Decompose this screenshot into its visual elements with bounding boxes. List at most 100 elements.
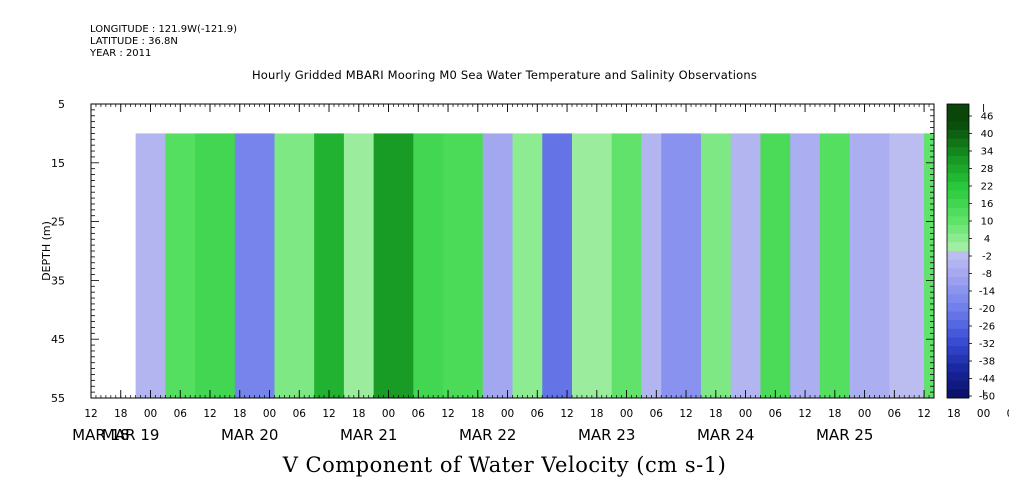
latitude-label: LATITUDE : 36.8N xyxy=(90,36,178,47)
heatmap-band xyxy=(274,133,315,398)
colorbar-segment xyxy=(947,259,969,269)
chart-title: Hourly Gridded MBARI Mooring M0 Sea Wate… xyxy=(251,68,758,82)
colorbar-segment xyxy=(947,346,969,356)
colorbar-segment xyxy=(947,302,969,312)
colorbar-segment xyxy=(947,147,969,157)
x-tick-label: 00 xyxy=(858,408,871,420)
colorbar-segment xyxy=(947,129,969,139)
heatmap-band xyxy=(413,133,444,398)
colorbar-label: 4 xyxy=(984,234,990,245)
colorbar-segment xyxy=(947,294,969,304)
colorbar-label: -8 xyxy=(982,269,992,280)
colorbar-segment xyxy=(947,328,969,338)
x-tick-label: 00 xyxy=(977,408,990,420)
x-tick-label: 12 xyxy=(798,408,811,420)
colorbar-label: 40 xyxy=(981,129,994,140)
colorbar-label: -32 xyxy=(979,339,995,350)
x-tick-label: 06 xyxy=(769,408,783,420)
heatmap-band xyxy=(611,133,642,398)
colorbar-label: -14 xyxy=(979,287,995,298)
x-tick-label: 12 xyxy=(560,408,573,420)
x-tick-label: 18 xyxy=(233,408,246,420)
heatmap-band xyxy=(889,133,925,398)
colorbar-label: -2 xyxy=(982,252,992,263)
colorbar-segment xyxy=(947,389,969,399)
x-tick-label: 06 xyxy=(174,408,188,420)
colorbar-segment xyxy=(947,251,969,261)
y-axis-label: DEPTH (m) xyxy=(40,221,53,281)
colorbar-segment xyxy=(947,121,969,131)
colorbar-segment xyxy=(947,225,969,235)
colorbar-segment xyxy=(947,216,969,226)
x-day-label: MAR 23 xyxy=(578,426,635,444)
colorbar-segment xyxy=(947,190,969,200)
x-tick-label: 12 xyxy=(441,408,454,420)
colorbar-segment xyxy=(947,173,969,183)
x-tick-label: 00 xyxy=(263,408,276,420)
x-tick-label: 12 xyxy=(322,408,335,420)
colorbar-label: 34 xyxy=(981,147,994,158)
x-tick-label: 06 xyxy=(412,408,426,420)
colorbar-segment xyxy=(947,164,969,174)
x-tick-label: 18 xyxy=(590,408,603,420)
colorbar-segment xyxy=(947,285,969,295)
heatmap-band xyxy=(572,133,613,398)
colorbar-segment xyxy=(947,233,969,243)
x-tick-label: 12 xyxy=(84,408,97,420)
x-tick-label: 00 xyxy=(382,408,395,420)
x-tick-label: 00 xyxy=(501,408,514,420)
x-tick-label: 12 xyxy=(917,408,930,420)
colorbar-segment xyxy=(947,138,969,148)
colorbar-label: -20 xyxy=(979,304,995,315)
x-tick-label: 00 xyxy=(620,408,633,420)
y-tick-label: 55 xyxy=(51,392,65,405)
x-tick-label: 18 xyxy=(947,408,960,420)
x-day-label: MAR 20 xyxy=(221,426,278,444)
x-tick-label: 06 xyxy=(293,408,307,420)
x-tick-label: 12 xyxy=(203,408,216,420)
x-day-label: MAR 24 xyxy=(697,426,754,444)
colorbar-segment xyxy=(947,268,969,278)
colorbar-segment xyxy=(947,242,969,252)
colorbar-label: -26 xyxy=(979,322,995,333)
colorbar-segment xyxy=(947,372,969,382)
heatmap-band xyxy=(234,133,275,398)
y-tick-label: 35 xyxy=(51,274,65,287)
heatmap-band xyxy=(924,133,935,398)
y-tick-label: 5 xyxy=(58,98,65,111)
x-day-label: MAR 18 xyxy=(72,426,129,444)
x-tick-label: 18 xyxy=(709,408,722,420)
y-tick-label: 15 xyxy=(51,157,65,170)
colorbar-segment xyxy=(947,380,969,390)
colorbar-label: -44 xyxy=(979,374,995,385)
colorbar-segment xyxy=(947,337,969,347)
x-day-label: MAR 21 xyxy=(340,426,397,444)
x-tick-label: 18 xyxy=(471,408,484,420)
heatmap-band xyxy=(343,133,375,398)
colorbar-label: 28 xyxy=(981,164,994,175)
x-day-label: MAR 25 xyxy=(816,426,873,444)
colorbar-segment xyxy=(947,311,969,321)
x-tick-label: 06 xyxy=(888,408,902,420)
colorbar-label: 10 xyxy=(981,217,994,228)
heatmap-band xyxy=(641,133,662,398)
colorbar-label: 22 xyxy=(981,182,994,193)
x-tick-label: 06 xyxy=(650,408,664,420)
colorbar-segment xyxy=(947,207,969,217)
year-label: YEAR : 2011 xyxy=(90,48,152,59)
heatmap-band xyxy=(542,133,573,398)
x-day-label: MAR 22 xyxy=(459,426,516,444)
heatmap-band xyxy=(849,133,890,398)
heatmap-band xyxy=(373,133,414,398)
heatmap-band xyxy=(819,133,851,398)
colorbar-label: -50 xyxy=(979,392,995,403)
x-tick-label: 00 xyxy=(144,408,157,420)
y-tick-label: 45 xyxy=(51,333,65,346)
heatmap-band xyxy=(443,133,484,398)
colorbar-segment xyxy=(947,276,969,286)
heatmap-band xyxy=(730,133,761,398)
x-tick-label: 06 xyxy=(531,408,545,420)
heatmap-band xyxy=(135,133,166,398)
plot-area xyxy=(135,133,935,398)
y-tick-label: 25 xyxy=(51,216,65,229)
